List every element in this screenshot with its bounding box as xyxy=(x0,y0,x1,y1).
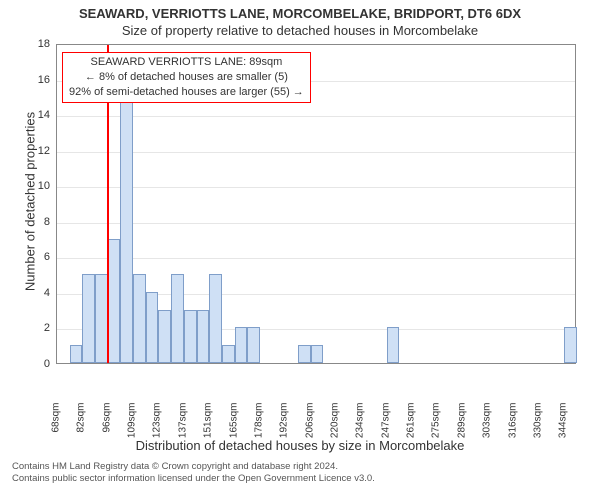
histogram-bar xyxy=(70,345,83,363)
callout-line-3: 92% of semi-detached houses are larger (… xyxy=(69,85,304,100)
x-tick-label: 96sqm xyxy=(101,403,112,463)
histogram-bar xyxy=(108,239,121,363)
x-tick-label: 137sqm xyxy=(177,403,188,463)
histogram-bar xyxy=(387,327,400,363)
footer-line-1: Contains HM Land Registry data © Crown c… xyxy=(12,461,588,473)
y-gridline xyxy=(57,187,575,188)
y-tick-label: 0 xyxy=(20,358,50,370)
page-title: SEAWARD, VERRIOTTS LANE, MORCOMBELAKE, B… xyxy=(0,6,600,21)
x-tick-label: 192sqm xyxy=(279,403,290,463)
y-gridline xyxy=(57,152,575,153)
histogram-bar xyxy=(209,274,222,363)
histogram-bar xyxy=(171,274,184,363)
x-tick-label: 303sqm xyxy=(482,403,493,463)
callout-line-2: ← 8% of detached houses are smaller (5) xyxy=(69,70,304,85)
histogram-bar xyxy=(146,292,159,363)
x-tick-label: 123sqm xyxy=(152,403,163,463)
y-tick-label: 2 xyxy=(20,322,50,334)
histogram-bar xyxy=(82,274,95,363)
x-tick-label: 68sqm xyxy=(51,403,62,463)
x-tick-label: 165sqm xyxy=(228,403,239,463)
footer-line-2: Contains public sector information licen… xyxy=(12,473,588,485)
x-tick-label: 178sqm xyxy=(253,403,264,463)
histogram-bar xyxy=(235,327,248,363)
x-tick-label: 316sqm xyxy=(507,403,518,463)
histogram-bar xyxy=(120,96,133,363)
histogram-bar xyxy=(311,345,324,363)
x-tick-label: 82sqm xyxy=(76,403,87,463)
y-gridline xyxy=(57,258,575,259)
x-tick-label: 275sqm xyxy=(431,403,442,463)
histogram-bar xyxy=(197,310,210,363)
histogram-bar xyxy=(298,345,311,363)
x-tick-label: 234sqm xyxy=(355,403,366,463)
x-tick-label: 151sqm xyxy=(203,403,214,463)
footer-attribution: Contains HM Land Registry data © Crown c… xyxy=(12,461,588,486)
y-gridline xyxy=(57,116,575,117)
y-gridline xyxy=(57,223,575,224)
x-tick-label: 289sqm xyxy=(456,403,467,463)
histogram-bar xyxy=(247,327,260,363)
histogram-bar xyxy=(184,310,197,363)
x-tick-label: 247sqm xyxy=(380,403,391,463)
x-tick-label: 109sqm xyxy=(127,403,138,463)
chart-callout-box: SEAWARD VERRIOTTS LANE: 89sqm ← 8% of de… xyxy=(62,52,311,103)
y-tick-label: 16 xyxy=(20,74,50,86)
chart-container: 024681012141618 68sqm82sqm96sqm109sqm123… xyxy=(0,38,600,436)
y-tick-label: 18 xyxy=(20,38,50,50)
page-subtitle: Size of property relative to detached ho… xyxy=(0,23,600,38)
histogram-bar xyxy=(95,274,108,363)
histogram-bar xyxy=(222,345,235,363)
histogram-bar xyxy=(133,274,146,363)
x-tick-label: 344sqm xyxy=(558,403,569,463)
callout-line-1: SEAWARD VERRIOTTS LANE: 89sqm xyxy=(69,55,304,70)
x-tick-label: 206sqm xyxy=(304,403,315,463)
histogram-bar xyxy=(564,327,577,363)
histogram-bar xyxy=(158,310,171,363)
x-tick-label: 330sqm xyxy=(532,403,543,463)
x-tick-label: 261sqm xyxy=(406,403,417,463)
y-axis-label: Number of detached properties xyxy=(23,102,38,302)
x-tick-label: 220sqm xyxy=(330,403,341,463)
